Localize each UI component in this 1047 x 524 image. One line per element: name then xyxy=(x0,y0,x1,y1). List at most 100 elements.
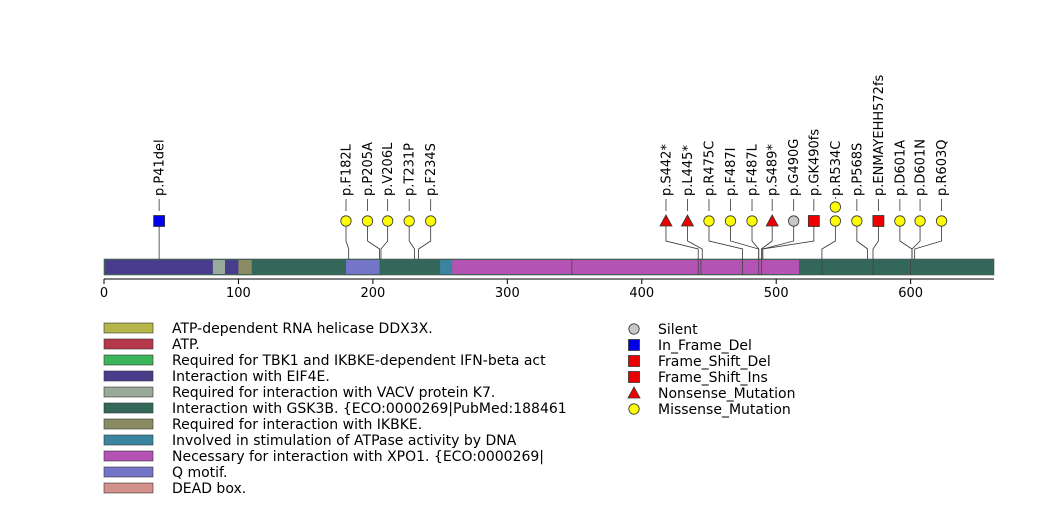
legend-swatch xyxy=(103,370,154,382)
domain-segment xyxy=(224,260,239,274)
legend-swatch xyxy=(103,322,154,334)
lollipop-stem xyxy=(899,221,913,259)
x-tick-label: 400 xyxy=(629,286,654,301)
x-tick-label: 100 xyxy=(226,286,251,301)
mutation-marker xyxy=(894,215,906,227)
mutation-marker xyxy=(765,214,779,227)
legend-label: Frame_Shift_Del xyxy=(658,354,771,370)
mutation-label: p.P205A xyxy=(361,142,376,196)
domain-segment xyxy=(212,260,225,274)
lollipop-stem xyxy=(367,221,381,259)
domain-segment xyxy=(799,260,994,274)
legend-swatch xyxy=(103,386,154,398)
lollipop-stem xyxy=(708,221,743,259)
x-tick-label: 0 xyxy=(100,286,108,301)
legend-swatch xyxy=(103,482,154,494)
lollipop-stem xyxy=(911,221,921,259)
mutation-label: p.R534C xyxy=(829,141,844,196)
legend-label: DEAD box. xyxy=(172,481,246,497)
mutation-marker xyxy=(788,215,800,227)
domain-segment xyxy=(105,260,213,274)
legend-label: Silent xyxy=(658,322,698,338)
x-tick-label: 300 xyxy=(495,286,520,301)
legend-marker xyxy=(627,386,641,399)
lollipop-stem xyxy=(408,221,415,259)
domain-segment xyxy=(440,260,453,274)
mutation-label: p.F487I xyxy=(724,147,739,196)
lollipop-stem xyxy=(856,221,869,259)
legend-label: Required for TBK1 and IKBKE-dependent IF… xyxy=(172,353,546,369)
lollipop-stem xyxy=(821,221,836,259)
legend-marker xyxy=(628,355,640,367)
lollipops: p.P41del p.F182L p.P205A p.V206L p.T231P p.F2… xyxy=(153,74,950,259)
mutation-marker xyxy=(724,215,737,227)
legend-swatch xyxy=(103,354,154,366)
mutation-marker xyxy=(703,215,715,227)
mutation-label: p.D601A xyxy=(893,140,908,196)
legend-label: ATP-dependent RNA helicase DDX3X. xyxy=(172,321,433,337)
lollipop-stem xyxy=(687,221,703,259)
mutation-label: p.F234S xyxy=(424,143,439,196)
mutation-label: p.P41del xyxy=(153,139,168,196)
mutation-label: p.S489* xyxy=(766,144,781,196)
mutation-marker xyxy=(872,215,885,227)
legend-label: Nonsense_Mutation xyxy=(658,386,795,402)
legend-label: Required for interaction with VACV prote… xyxy=(172,385,495,401)
legend-swatch xyxy=(103,450,154,462)
lollipop-stem xyxy=(665,221,699,259)
lollipop-stem xyxy=(730,221,760,259)
domain-segment xyxy=(251,260,346,274)
x-axis: 0 100 200 300 400 500 600 xyxy=(100,278,994,301)
x-tick-label: 500 xyxy=(764,286,789,301)
legend-marker xyxy=(628,339,640,351)
legend-swatch xyxy=(103,338,154,350)
mutation-label: p.T231P xyxy=(403,143,418,196)
mutation-marker xyxy=(361,215,374,227)
legend-label: Necessary for interaction with XPO1. {EC… xyxy=(172,449,544,465)
mutation-label: p.S442* xyxy=(659,144,674,196)
domain-track xyxy=(103,258,995,276)
legend-marker xyxy=(628,403,640,415)
legend-label: ATP. xyxy=(172,337,200,353)
x-tick-label: 600 xyxy=(898,286,923,301)
domain-segment xyxy=(238,260,252,274)
mutation-label: p.G490G xyxy=(787,139,802,196)
mutation-label: p.R603Q xyxy=(935,140,950,196)
lollipop-stem xyxy=(762,221,795,259)
mutation-marker xyxy=(659,214,673,227)
mutation-label: p.D601N xyxy=(914,139,929,196)
mutation-marker xyxy=(340,215,352,227)
lollipop-stem xyxy=(418,221,432,259)
domain-segment xyxy=(345,260,380,274)
legend-label: Frame_Shift_Ins xyxy=(658,370,768,386)
mutation-marker xyxy=(425,215,437,227)
x-tick-label: 200 xyxy=(360,286,385,301)
lollipop-stem xyxy=(762,221,815,259)
mutation-marker xyxy=(829,215,841,227)
legend-marker xyxy=(628,323,640,335)
legend-swatch xyxy=(103,402,154,414)
legend-label: In_Frame_Del xyxy=(658,338,752,354)
mutation-label: p.F182L xyxy=(339,143,354,196)
mutation-marker xyxy=(382,215,394,227)
mutation-marker xyxy=(153,215,166,227)
mutation-marker xyxy=(829,201,841,213)
legend-swatch xyxy=(103,418,154,430)
mutation-label: p.GK490fs xyxy=(807,129,822,196)
domain-segment xyxy=(379,260,441,274)
mutation-marker xyxy=(403,215,415,227)
legend-label: Interaction with GSK3B. {ECO:0000269|Pub… xyxy=(172,401,567,417)
mutation-marker xyxy=(851,215,863,227)
mutation-label: p.P568S xyxy=(850,143,865,196)
mutation-label: p.F487L xyxy=(746,143,761,196)
legend-label: Missense_Mutation xyxy=(658,402,791,418)
mutation-label: p.V206L xyxy=(381,142,396,196)
domain-legend: ATP-dependent RNA helicase DDX3X.ATP.Req… xyxy=(103,321,567,497)
mutation-label: p.L445* xyxy=(681,145,696,196)
legend-label: Required for interaction with IKBKE. xyxy=(172,417,422,433)
lollipop-stem xyxy=(380,221,389,259)
legend-label: Interaction with EIF4E. xyxy=(172,369,330,385)
legend-swatch xyxy=(103,466,154,478)
lollipop-stem xyxy=(872,221,879,259)
